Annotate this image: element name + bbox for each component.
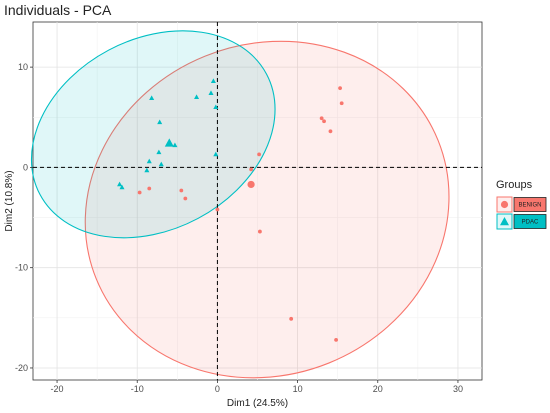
data-point-pdac	[157, 119, 163, 125]
data-point-pdac	[144, 167, 150, 173]
data-point-pdac	[172, 142, 178, 148]
legend-label-pdac: PDAC	[522, 220, 539, 226]
legend-label-box-benign	[513, 197, 547, 212]
reference-lines	[33, 22, 482, 380]
legend-label-box-pdac	[513, 214, 547, 229]
y-tick-label: 10	[18, 62, 28, 72]
data-point-benign	[257, 152, 262, 157]
grid-lines	[33, 22, 482, 380]
y-tick-label: -20	[15, 363, 28, 373]
data-point-benign	[322, 119, 326, 124]
x-tick-label: 20	[373, 384, 383, 394]
data-point-benign	[249, 167, 253, 172]
legend: Groups BENIGN PDAC	[496, 179, 547, 230]
data-point-pdac	[119, 184, 125, 190]
data-point-pdac	[158, 161, 164, 167]
data-point-pdac	[194, 94, 200, 100]
data-point-benign	[147, 186, 152, 191]
data-point-benign	[215, 207, 220, 212]
data-point-pdac	[213, 104, 219, 110]
x-tick-label: -20	[51, 384, 64, 394]
data-point-pdac	[149, 95, 155, 101]
x-tick-label: -10	[131, 384, 144, 394]
data-point-benign	[338, 86, 342, 91]
ellipse-benign	[84, 40, 450, 379]
centroid-pdac	[164, 138, 174, 147]
data-point-pdac	[156, 149, 162, 155]
data-point-benign	[334, 337, 338, 342]
legend-symbol-benign	[500, 200, 509, 209]
data-point-benign	[339, 101, 344, 106]
y-axis-label: Dim2 (10.8%)	[4, 170, 15, 231]
legend-title: Groups	[496, 179, 533, 191]
data-point-pdac	[117, 181, 123, 187]
data-point-pdac	[208, 90, 214, 96]
x-tick-label: 10	[293, 384, 303, 394]
data-point-pdac	[213, 151, 219, 157]
legend-symbol-pdac	[500, 217, 509, 226]
data-point-benign	[179, 188, 184, 193]
data-point-benign	[137, 190, 142, 195]
data-point-benign	[328, 129, 333, 134]
axis-ticks: -20 -10 0 10 20 30 -20 -10 0 10	[15, 62, 463, 394]
y-tick-label: -10	[15, 263, 28, 273]
data-point-pdac	[146, 158, 152, 164]
legend-label-benign: BENIGN	[518, 203, 541, 209]
x-tick-label: 30	[453, 384, 463, 394]
data-points	[117, 78, 344, 342]
data-point-pdac	[210, 78, 216, 83]
data-point-benign	[289, 316, 294, 321]
x-axis-label: Dim1 (24.5%)	[227, 398, 288, 409]
x-tick-label: 0	[215, 384, 220, 394]
data-point-benign	[319, 116, 324, 121]
chart-title: Individuals - PCA	[4, 2, 112, 18]
centroid-benign	[247, 180, 255, 189]
data-point-benign	[258, 229, 262, 234]
data-point-benign	[183, 196, 188, 201]
y-tick-label: 0	[23, 162, 28, 172]
